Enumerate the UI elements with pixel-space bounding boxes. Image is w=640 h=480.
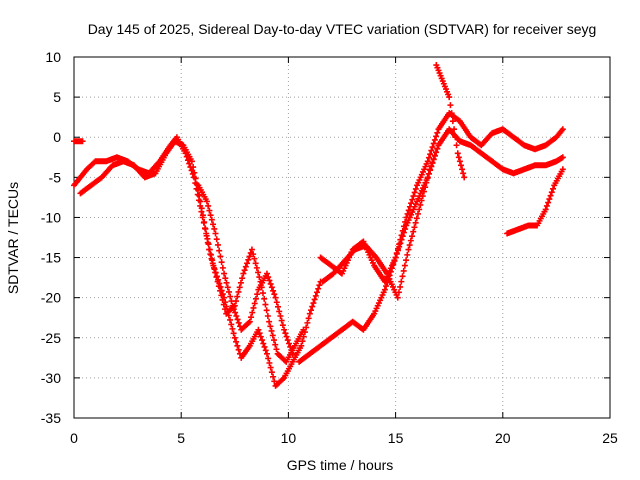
y-tick-label: -5 — [49, 169, 62, 185]
series-trace-9 — [71, 138, 86, 145]
y-axis-ticks: -35 -30 -25 -20 -15 -10 -5 0 5 10 — [41, 49, 610, 426]
data-point-markers — [504, 166, 566, 237]
series-trace-4 — [296, 110, 566, 365]
data-point-markers — [319, 142, 442, 301]
series-trace-8 — [504, 166, 566, 237]
data-point-markers — [433, 62, 468, 181]
x-axis-ticks: 0 5 10 15 20 25 — [70, 57, 618, 446]
x-tick-label: 15 — [388, 430, 404, 446]
x-tick-label: 25 — [602, 430, 618, 446]
x-tick-label: 0 — [70, 430, 78, 446]
data-point-markers — [77, 138, 307, 365]
grid — [74, 57, 610, 418]
chart-title: Day 145 of 2025, Sidereal Day-to-day VTE… — [88, 21, 597, 37]
data-point-markers — [296, 110, 566, 365]
series-trace-7 — [433, 62, 468, 181]
series-trace-2 — [77, 138, 307, 365]
x-axis-label: GPS time / hours — [287, 457, 394, 473]
plot-frame — [73, 56, 611, 419]
x-tick-label: 10 — [281, 430, 297, 446]
data-series — [71, 62, 566, 389]
y-tick-label: -15 — [41, 250, 61, 266]
x-tick-label: 5 — [177, 430, 185, 446]
data-point-markers — [195, 182, 296, 357]
y-tick-label: 5 — [53, 89, 61, 105]
y-tick-label: 0 — [53, 129, 61, 145]
y-tick-label: -20 — [41, 290, 61, 306]
y-tick-label: -30 — [41, 370, 61, 386]
y-axis-label: SDTVAR / TECUs — [5, 182, 21, 294]
y-tick-label: -10 — [41, 209, 61, 225]
series-trace-3 — [195, 182, 296, 357]
y-tick-label: -25 — [41, 330, 61, 346]
y-tick-label: 10 — [45, 49, 61, 65]
x-tick-label: 20 — [495, 430, 511, 446]
series-trace-6 — [319, 142, 442, 301]
data-point-markers — [71, 138, 86, 145]
y-tick-label: -35 — [41, 410, 61, 426]
